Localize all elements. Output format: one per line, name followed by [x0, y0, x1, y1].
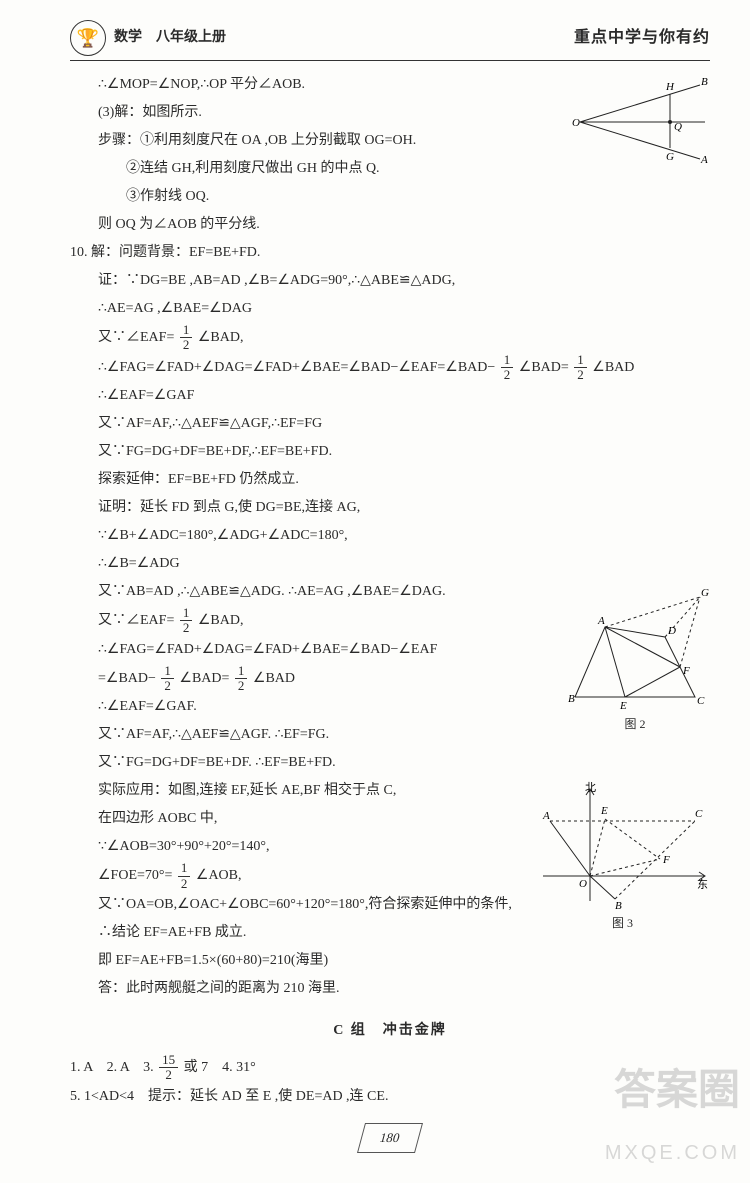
svg-text:H: H — [665, 81, 675, 93]
svg-text:O: O — [572, 117, 580, 129]
text-line: 证：∵DG=BE ,AB=AD ,∠B=∠ADG=90°,∴△ABE≌△ADG, — [70, 267, 710, 295]
figure-caption: 图 2 — [560, 712, 710, 736]
svg-text:E: E — [619, 700, 627, 712]
header-right: 重点中学与你有约 — [574, 22, 710, 54]
svg-text:D: D — [667, 625, 676, 637]
text-line: ③作射线 OQ. — [70, 183, 710, 211]
fraction: 12 — [180, 323, 193, 353]
text-line: 探索延伸：EF=BE+FD 仍然成立. — [70, 466, 710, 494]
fraction: 12 — [235, 664, 248, 694]
fraction: 12 — [574, 353, 587, 383]
text-line: ∵∠B+∠ADC=180°,∠ADG+∠ADC=180°, — [70, 522, 710, 550]
figure-3: 北 东 A B C E F O 图 3 — [535, 781, 710, 935]
header-left: 🏆 数学 八年级上册 — [70, 20, 226, 56]
svg-text:G: G — [666, 151, 674, 163]
text-line: ∴∠FAG=∠FAD+∠DAG=∠FAD+∠BAE=∠BAD−∠EAF=∠BAD… — [70, 353, 710, 383]
text-line: 又∵FG=DG+DF=BE+DF,∴EF=BE+FD. — [70, 438, 710, 466]
fraction: 12 — [161, 664, 174, 694]
figure-1: O H B Q G A — [570, 75, 710, 170]
svg-text:C: C — [697, 695, 705, 707]
text-line: 答：此时两舰艇之间的距离为 210 海里. — [70, 975, 710, 1003]
svg-text:A: A — [542, 810, 550, 822]
svg-text:B: B — [701, 76, 708, 88]
svg-text:A: A — [700, 154, 708, 166]
svg-text:F: F — [662, 854, 670, 866]
svg-text:Q: Q — [674, 121, 682, 133]
svg-text:A: A — [597, 615, 605, 627]
text-line: 10. 解：问题背景：EF=BE+FD. — [70, 239, 710, 267]
fraction: 152 — [159, 1053, 178, 1083]
text-line: 又∵FG=DG+DF=BE+DF. ∴EF=BE+FD. — [70, 749, 710, 777]
text-line: 又∵AF=AF,∴△AEF≌△AGF,∴EF=FG — [70, 410, 710, 438]
svg-text:G: G — [701, 587, 709, 599]
answer-line: 1. A 2. A 3. 152 或 7 4. 31° — [70, 1053, 710, 1083]
svg-text:东: 东 — [697, 878, 708, 891]
svg-text:B: B — [615, 900, 622, 911]
text-line: 则 OQ 为∠AOB 的平分线. — [70, 211, 710, 239]
page-header: 🏆 数学 八年级上册 重点中学与你有约 — [70, 20, 710, 61]
svg-text:B: B — [568, 693, 575, 705]
text-line: ∴∠EAF=∠GAF — [70, 382, 710, 410]
figure-2: A B C D E F G 图 2 — [560, 582, 710, 736]
figure-caption: 图 3 — [535, 911, 710, 935]
answer-line: 5. 1<AD<4 提示：延长 AD 至 E ,使 DE=AD ,连 CE. — [70, 1083, 710, 1111]
fraction: 12 — [178, 861, 191, 891]
fraction: 12 — [501, 353, 514, 383]
svg-text:F: F — [682, 665, 690, 677]
logo-icon: 🏆 — [70, 20, 106, 56]
text-line: 证明：延长 FD 到点 G,使 DG=BE,连接 AG, — [70, 494, 710, 522]
svg-text:O: O — [579, 878, 587, 890]
svg-text:C: C — [695, 808, 703, 820]
text-line: 又∵∠EAF= 12 ∠BAD, — [70, 323, 710, 353]
page-number: 180 — [70, 1123, 710, 1153]
section-c-title: C 组 冲击金牌 — [70, 1017, 710, 1045]
svg-text:北: 北 — [585, 781, 596, 794]
text-line: 即 EF=AE+FB=1.5×(60+80)=210(海里) — [70, 947, 710, 975]
svg-text:E: E — [600, 805, 608, 817]
text-line: ∴AE=AG ,∠BAE=∠DAG — [70, 295, 710, 323]
subject-title: 数学 八年级上册 — [114, 24, 226, 52]
fraction: 12 — [180, 606, 193, 636]
text-line: ∴∠B=∠ADG — [70, 550, 710, 578]
